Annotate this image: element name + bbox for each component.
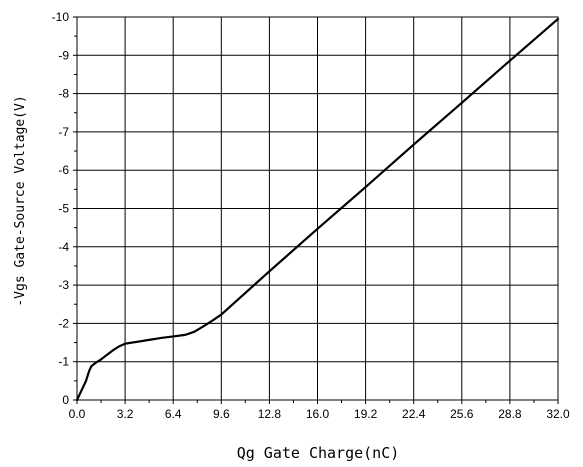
minor-ticks	[74, 35, 535, 403]
plot-frame	[76, 16, 559, 401]
x-tick-label: 25.6	[450, 407, 474, 421]
x-tick-labels: 0.0 3.2 6.4 9.6 12.8 16.0 19.2 22.4 25.6 28.8 32.0	[69, 407, 570, 421]
y-tick-label: -9	[58, 48, 69, 62]
x-tick-label: 3.2	[117, 407, 134, 421]
x-tick-label: 9.6	[213, 407, 230, 421]
y-tick-label: -1	[58, 355, 69, 369]
y-tick-label: -10	[52, 10, 70, 24]
y-tick-label: -5	[58, 202, 69, 216]
x-tick-label: 0.0	[69, 407, 86, 421]
y-tick-label: -6	[58, 163, 69, 177]
x-tick-label: 6.4	[165, 407, 182, 421]
x-tick-label: 28.8	[498, 407, 522, 421]
x-axis-title: Qg Gate Charge(nC)	[237, 444, 400, 462]
y-tick-label: -8	[58, 87, 69, 101]
y-tick-labels: 0 -1 -2 -3 -4 -5 -6 -7 -8 -9 -10	[52, 10, 70, 407]
x-tick-label: 22.4	[402, 407, 426, 421]
series-group	[75, 17, 560, 402]
grid-lines	[73, 16, 559, 404]
y-tick-label: 0	[62, 393, 69, 407]
series-line	[75, 17, 560, 402]
x-tick-label: 12.8	[258, 407, 282, 421]
y-tick-label: -3	[58, 278, 69, 292]
y-tick-label: -2	[58, 316, 69, 330]
x-tick-label: 19.2	[354, 407, 378, 421]
y-tick-label: -7	[58, 125, 69, 139]
y-tick-label: -4	[58, 240, 69, 254]
x-tick-label: 32.0	[546, 407, 570, 421]
y-axis-title: -Vgs Gate-Source Voltage(V)	[13, 95, 28, 306]
x-tick-label: 16.0	[306, 407, 330, 421]
